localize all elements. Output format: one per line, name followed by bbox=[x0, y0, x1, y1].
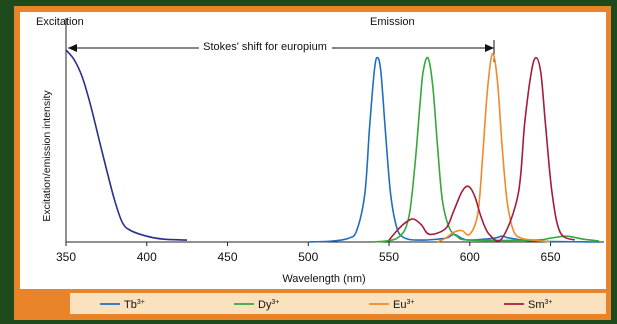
series-line-dy bbox=[372, 56, 600, 243]
axes bbox=[65, 18, 604, 243]
legend-label-dy: Dy3+ bbox=[258, 299, 279, 311]
x-tick-label: 350 bbox=[56, 250, 76, 264]
x-tick-label: 650 bbox=[541, 250, 561, 264]
series-line-tb bbox=[308, 56, 600, 243]
stokes-shift-label: Stokes' shift for europium bbox=[203, 41, 327, 53]
x-tick-label: 550 bbox=[379, 250, 399, 264]
x-tick-label: 600 bbox=[460, 250, 480, 264]
excitation-label: Excitation bbox=[36, 16, 84, 28]
stokes-arrow-left-head bbox=[68, 44, 77, 52]
x-tick-label: 400 bbox=[137, 250, 157, 264]
plot-background bbox=[20, 12, 606, 289]
series-line-eu bbox=[437, 52, 551, 243]
x-axis-label: Wavelength (nm) bbox=[282, 273, 365, 285]
x-tick-label: 450 bbox=[217, 250, 237, 264]
legend: Tb3+ Dy3+ Eu3+ Sm3+ bbox=[100, 299, 552, 311]
emission-label: Emission bbox=[370, 16, 415, 28]
series-layer bbox=[65, 49, 600, 243]
series-line-excitation bbox=[65, 49, 188, 241]
legend-label-tb: Tb3+ bbox=[124, 299, 145, 311]
legend-label-sm: Sm3+ bbox=[528, 299, 552, 311]
stokes-arrow-right-head bbox=[485, 44, 495, 52]
chart: Excitation Emission Stokes' shift for eu… bbox=[20, 12, 606, 314]
series-line-sm bbox=[388, 56, 576, 242]
x-ticks: 350 400 450 500 550 600 650 bbox=[56, 242, 561, 264]
stokes-shift-arrow bbox=[68, 40, 495, 62]
x-tick-label: 500 bbox=[298, 250, 318, 264]
legend-label-eu: Eu3+ bbox=[393, 299, 414, 311]
legend-band bbox=[70, 293, 606, 314]
y-axis-label: Excitation/emission intensity bbox=[41, 90, 53, 222]
chart-frame: Excitation Emission Stokes' shift for eu… bbox=[14, 6, 611, 320]
